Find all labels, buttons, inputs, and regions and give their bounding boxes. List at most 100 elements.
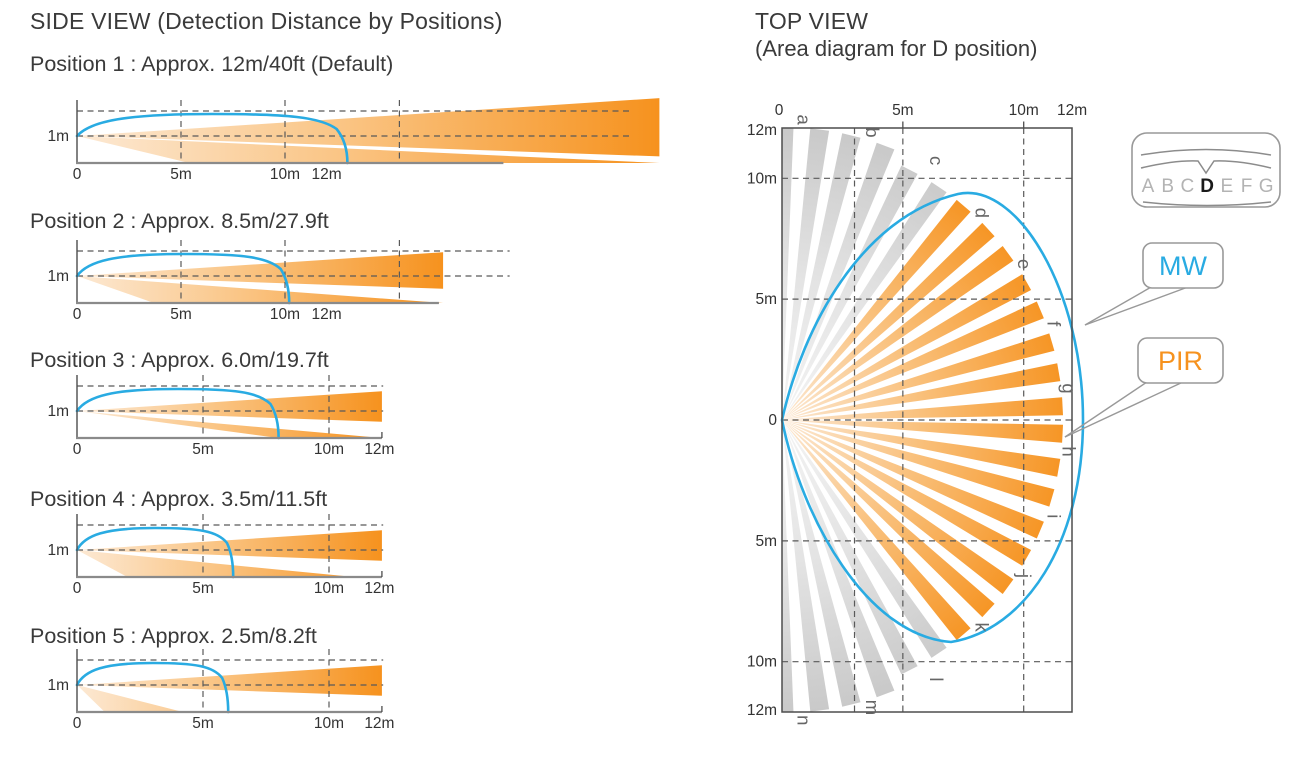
top-y-tick-label: 5m <box>755 291 777 308</box>
x-tick-label: 10m <box>270 306 300 323</box>
x-tick-label: 10m <box>314 580 344 597</box>
dial-letter-B: B <box>1161 176 1174 197</box>
mw-zone-wedge-l <box>782 420 947 658</box>
mw-zone-wedge-a <box>782 128 830 420</box>
side-chart-5: 0 5m 10m 12m 1m <box>47 649 394 732</box>
side-chart-3: 0 5m 10m 12m 1m <box>47 375 394 458</box>
pir-zone-wedge-k <box>782 420 995 618</box>
pir-zone-wedge-g <box>782 363 1061 420</box>
mw-zone-wedge-a <box>782 128 794 420</box>
pir-zone-wedge-f <box>782 301 1044 420</box>
mw-zone-wedge-b <box>782 142 895 420</box>
pir-zone-wedge-h <box>782 420 1061 477</box>
top-x-tick-label: 10m <box>1009 102 1039 119</box>
x-tick-label: 5m <box>170 166 192 183</box>
x-tick-label: 12m <box>364 441 394 458</box>
pir-zone-wedge-d <box>782 199 971 420</box>
zone-label-i: i <box>1044 514 1065 518</box>
zone-label-m: m <box>862 700 883 715</box>
mw-pointer <box>1084 285 1154 326</box>
top-view-diagram: 0 5m 10m 12m 12m 10m 5m 0 5m 10m 12m a b c d e f g h i j k l m n… <box>747 102 1281 725</box>
zone-label-f: f <box>1044 321 1065 327</box>
zone-label-k: k <box>972 622 993 632</box>
position-4-title: Position 4 : Approx. 3.5m/11.5ft <box>30 487 328 511</box>
x-tick-label: 10m <box>270 166 300 183</box>
x-tick-label: 12m <box>312 166 342 183</box>
x-tick-label: 0 <box>73 441 82 458</box>
mw-curve <box>75 252 291 305</box>
x-tick-label: 0 <box>73 580 82 597</box>
top-y-tick-label: 12m <box>747 702 777 719</box>
pir-lower-beam <box>77 276 444 303</box>
dial-letter-E: E <box>1220 176 1233 197</box>
zone-label-j: j <box>1014 573 1035 578</box>
top-view-subtitle: (Area diagram for D position) <box>755 36 1038 61</box>
top-y-tick-label: 10m <box>747 170 777 187</box>
pir-pointer <box>1064 381 1184 438</box>
side-view-title: SIDE VIEW (Detection Distance by Positio… <box>30 8 503 34</box>
pir-zone-wedge-k <box>782 420 971 641</box>
top-x-tick-label: 0 <box>775 102 784 119</box>
y-axis-label: 1m <box>47 542 69 559</box>
beam-fan <box>782 128 1063 712</box>
mw-curve <box>75 387 280 440</box>
x-tick-label: 12m <box>364 580 394 597</box>
pir-zone-wedge-g <box>782 397 1063 420</box>
mw-zone-wedge-b <box>782 133 861 420</box>
mw-zone-wedge-m <box>782 420 861 707</box>
pir-lower-beam <box>77 685 183 712</box>
zone-label-h: h <box>1058 446 1079 456</box>
top-x-tick-label: 12m <box>1057 102 1087 119</box>
dial-letter-F: F <box>1241 176 1253 197</box>
zone-label-d: d <box>972 208 993 218</box>
dial-arc-bottom <box>1142 201 1272 207</box>
pir-zone-wedge-i <box>782 420 1044 539</box>
top-view-title: TOP VIEW <box>755 8 869 34</box>
zone-label-b: b <box>862 127 883 137</box>
zone-label-a: a <box>794 115 815 126</box>
dial-letter-G: G <box>1259 176 1274 197</box>
plot-border <box>781 127 1073 713</box>
top-y-tick-label: 0 <box>768 412 777 429</box>
zone-label-n: n <box>794 715 815 725</box>
top-x-tick-label: 5m <box>892 102 914 119</box>
x-tick-label: 0 <box>73 715 82 732</box>
top-y-tick-label: 10m <box>747 654 777 671</box>
position-3-title: Position 3 : Approx. 6.0m/19.7ft <box>30 348 329 372</box>
mw-zone-wedge-c <box>782 165 918 420</box>
pir-upper-beam <box>77 252 444 289</box>
zone-label-l: l <box>926 677 947 681</box>
dial-letter-C: C <box>1181 176 1195 197</box>
x-tick-label: 5m <box>192 580 214 597</box>
pir-zone-wedge-e <box>782 274 1032 420</box>
pir-pointer <box>1064 379 1151 438</box>
top-y-tick-label: 12m <box>747 122 777 139</box>
x-tick-label: 0 <box>73 306 82 323</box>
mw-bubble <box>1142 242 1224 289</box>
x-tick-label: 0 <box>73 166 82 183</box>
mw-area-curve <box>780 191 1085 644</box>
pir-upper-beam <box>77 391 382 422</box>
zone-label-e: e <box>1014 259 1035 269</box>
y-axis-label: 1m <box>47 268 69 285</box>
pir-label: PIR <box>1158 346 1203 376</box>
mw-zone-wedge-c <box>782 182 947 420</box>
pir-upper-beam <box>77 665 382 696</box>
pir-zone-wedge-e <box>782 246 1014 420</box>
top-y-tick-label: 5m <box>755 533 777 550</box>
side-chart-2: 0 5m 10m 12m 1m <box>47 240 510 323</box>
zone-label-g: g <box>1058 383 1079 393</box>
mw-zone-wedge-n <box>782 420 794 712</box>
side-chart-1: 0 5m 10m 12m 1m <box>47 98 660 183</box>
x-tick-label: 5m <box>170 306 192 323</box>
x-tick-label: 12m <box>312 306 342 323</box>
y-axis-label: 1m <box>47 403 69 420</box>
pir-zone-wedge-i <box>782 420 1055 507</box>
mw-zone-wedge-n <box>782 420 830 712</box>
side-chart-4: 0 5m 10m 12m 1m <box>47 514 394 597</box>
mw-curve <box>75 526 235 579</box>
position-1-title: Position 1 : Approx. 12m/40ft (Default) <box>30 52 394 76</box>
mw-label: MW <box>1159 251 1207 281</box>
